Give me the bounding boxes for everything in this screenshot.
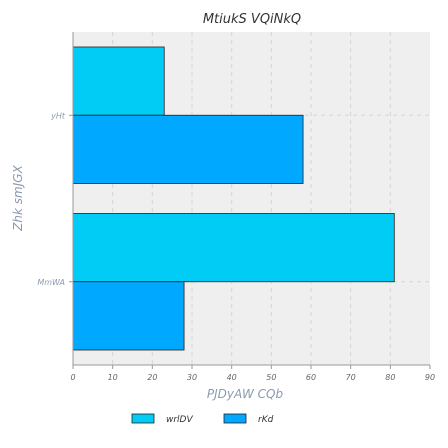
legend: wrlDV rKd <box>131 413 274 425</box>
x-tick-label: 20 <box>147 373 157 382</box>
x-tick-label: 50 <box>266 373 276 382</box>
legend-label-wrlDV: wrlDV <box>166 415 193 425</box>
x-tick-labels: 0 10 20 30 40 50 60 70 80 90 <box>70 373 435 382</box>
bar-rKd-MmWA <box>72 281 185 351</box>
category-labels: yHt MmWA <box>37 111 66 287</box>
bar-wrlDV-MmWA <box>72 213 395 283</box>
legend-swatch-rKd <box>223 413 247 424</box>
y-axis-title: Zhk smJGX <box>11 164 25 231</box>
legend-swatch-wrlDV <box>131 413 155 424</box>
y-category-label: yHt <box>50 111 66 120</box>
y-category-label: MmWA <box>37 278 65 287</box>
x-tick-label: 80 <box>385 373 395 382</box>
axes <box>69 32 431 369</box>
x-tick-label: 40 <box>227 373 237 382</box>
x-tick-label: 70 <box>346 373 356 382</box>
x-tick-label: 0 <box>70 373 75 382</box>
x-axis-title: PJDyAW CQb <box>207 387 284 401</box>
bar-rKd-yHt <box>72 114 304 184</box>
bar-wrlDV-yHt <box>72 46 165 116</box>
legend-label-rKd: rKd <box>258 415 274 425</box>
chart-title: MtiukS VQiNkQ <box>203 12 301 27</box>
x-tick-label: 30 <box>187 373 197 382</box>
x-tick-label: 10 <box>108 373 118 382</box>
x-tick-label: 90 <box>425 373 435 382</box>
x-tick-label: 60 <box>306 373 316 382</box>
